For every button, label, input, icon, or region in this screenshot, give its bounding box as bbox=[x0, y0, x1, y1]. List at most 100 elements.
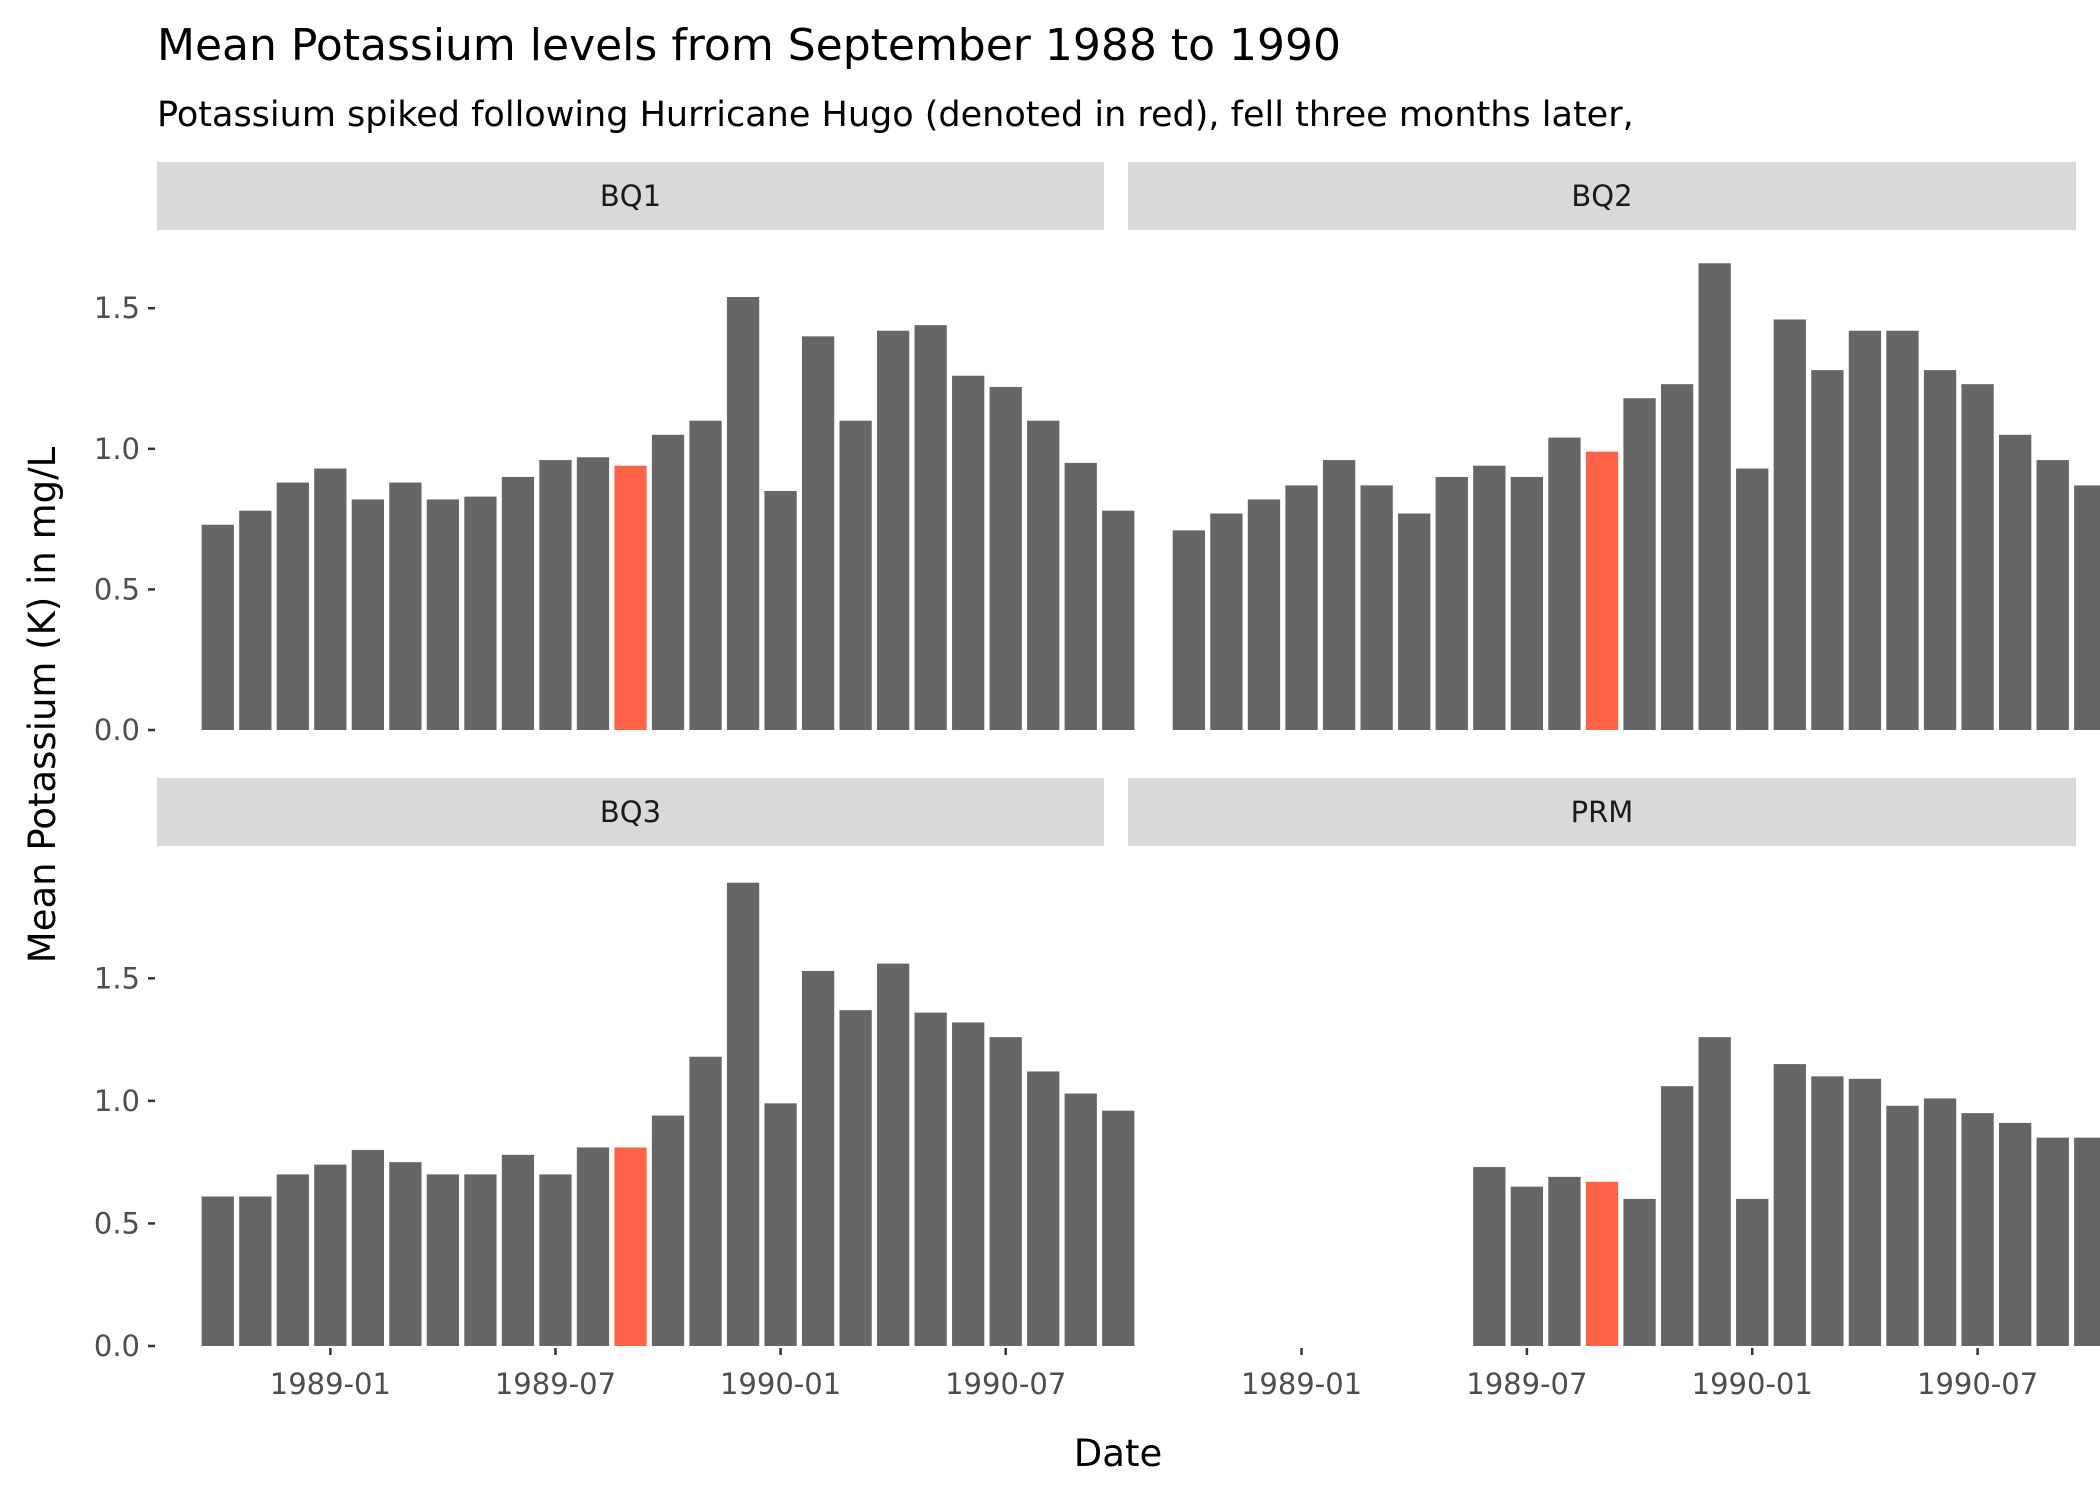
bar-bq3-14 bbox=[726, 882, 760, 1346]
bar-prm-19 bbox=[1886, 1105, 1919, 1346]
bar-bq3-6 bbox=[426, 1174, 460, 1346]
bar-bq3-5 bbox=[389, 1162, 422, 1346]
bar-bq1-4 bbox=[351, 499, 384, 730]
bar-prm-17 bbox=[1811, 1076, 1844, 1346]
bar-bq2-7 bbox=[1435, 476, 1468, 730]
bar-bq3-1 bbox=[239, 1196, 272, 1346]
bar-bq2-4 bbox=[1322, 460, 1356, 730]
bar-bq1-23 bbox=[1064, 462, 1097, 730]
strip-background bbox=[157, 162, 1104, 230]
bar-prm-14 bbox=[1698, 1037, 1731, 1346]
bar-bq1-13 bbox=[689, 420, 722, 730]
bar-bq2-6 bbox=[1398, 513, 1431, 730]
bar-bq1-19 bbox=[914, 325, 947, 730]
bar-bq2-23 bbox=[2036, 460, 2069, 730]
bar-prm-20 bbox=[1923, 1098, 1957, 1346]
bar-bq2-9 bbox=[1510, 476, 1544, 730]
bar-bq1-20 bbox=[952, 375, 985, 730]
bar-bq3-24 bbox=[1102, 1110, 1135, 1346]
strip-background bbox=[157, 778, 1104, 846]
panel-prm: PRM 1989-01 1989-07 1990-01 1990-07 bbox=[1128, 778, 2100, 1401]
bar-bq2-3 bbox=[1285, 485, 1318, 730]
bar-bq1-7 bbox=[464, 496, 497, 730]
y-tick-label: 1.0 bbox=[94, 1084, 140, 1118]
bar-bq3-16 bbox=[801, 970, 835, 1346]
bar-bq3-21 bbox=[989, 1037, 1022, 1346]
bar-bq1-18 bbox=[877, 330, 910, 730]
bar-bq3-12 bbox=[651, 1115, 685, 1346]
bar-bq1-17 bbox=[839, 420, 872, 730]
chart-title: Mean Potassium levels from September 198… bbox=[157, 20, 1341, 71]
y-tick-label: 1.5 bbox=[94, 961, 140, 995]
bar-bq1-1 bbox=[239, 510, 272, 730]
y-tick-label: 0.5 bbox=[94, 1206, 140, 1240]
strip-background bbox=[1128, 162, 2076, 230]
bar-bq2-12 bbox=[1623, 398, 1656, 730]
bar-bq3-7 bbox=[464, 1174, 497, 1346]
bar-bq1-2 bbox=[276, 482, 309, 730]
bar-prm-8 bbox=[1473, 1167, 1506, 1346]
bar-prm-22 bbox=[1999, 1122, 2032, 1346]
bar-bq1-24 bbox=[1102, 510, 1135, 730]
bar-bq3-18 bbox=[877, 963, 910, 1346]
bar-prm-13 bbox=[1660, 1086, 1694, 1346]
bar-bq1-16 bbox=[801, 336, 835, 730]
bar-bq2-5 bbox=[1360, 485, 1393, 730]
bar-prm-11 bbox=[1585, 1181, 1619, 1346]
bar-bq2-2 bbox=[1247, 499, 1281, 730]
bar-bq3-2 bbox=[276, 1174, 309, 1346]
y-tick-label: 1.0 bbox=[94, 432, 140, 466]
bar-bq3-20 bbox=[952, 1022, 985, 1346]
strip-label: BQ2 bbox=[1571, 179, 1632, 213]
bar-bq3-0 bbox=[201, 1196, 234, 1346]
bar-prm-24 bbox=[2074, 1137, 2100, 1346]
bar-bq3-11 bbox=[614, 1147, 647, 1346]
x-tick-label: 1989-01 bbox=[270, 1367, 391, 1401]
x-tick-label: 1989-01 bbox=[1241, 1367, 1362, 1401]
y-tick-label: 0.0 bbox=[94, 713, 140, 747]
bar-prm-10 bbox=[1548, 1176, 1581, 1346]
bar-bq3-10 bbox=[576, 1147, 610, 1346]
bar-bq3-22 bbox=[1027, 1071, 1060, 1346]
bar-bq2-14 bbox=[1698, 263, 1731, 730]
bar-prm-23 bbox=[2036, 1137, 2069, 1346]
bar-bq2-16 bbox=[1773, 319, 1806, 730]
bar-bq1-6 bbox=[426, 499, 460, 730]
bar-bq2-1 bbox=[1210, 513, 1243, 730]
bar-bq3-15 bbox=[764, 1103, 797, 1346]
bar-bq2-8 bbox=[1473, 465, 1506, 730]
panel-bq3: BQ3 0.0 0.5 1.0 1.5 1989-01 1989-07 1990-01 1990… bbox=[94, 778, 1135, 1401]
bar-bq2-21 bbox=[1961, 384, 1994, 730]
panel-bq1: BQ1 0.0 0.5 1.0 1.5 bbox=[94, 162, 1135, 747]
bar-bq1-11 bbox=[614, 465, 647, 730]
bar-bq3-8 bbox=[501, 1154, 535, 1346]
bar-bq2-15 bbox=[1736, 468, 1769, 730]
bar-prm-9 bbox=[1510, 1186, 1544, 1346]
bar-bq2-0 bbox=[1172, 530, 1205, 730]
strip-label: BQ3 bbox=[600, 795, 661, 829]
bar-bq2-22 bbox=[1999, 434, 2032, 730]
bar-bq1-0 bbox=[201, 524, 234, 730]
bar-bq2-13 bbox=[1660, 384, 1694, 730]
x-tick-label: 1990-01 bbox=[720, 1367, 841, 1401]
x-axis-title: Date bbox=[1074, 1432, 1162, 1475]
bar-bq3-23 bbox=[1064, 1093, 1097, 1346]
panels-layer: BQ1 0.0 0.5 1.0 1.5 BQ2 BQ3 0.0 0.5 1.0 1.5 1989-01… bbox=[94, 162, 2100, 1401]
bar-bq1-21 bbox=[989, 386, 1022, 730]
bar-bq1-9 bbox=[539, 460, 572, 730]
bar-prm-16 bbox=[1773, 1064, 1806, 1346]
bar-bq1-10 bbox=[576, 457, 610, 730]
bar-bq3-9 bbox=[539, 1174, 572, 1346]
y-tick-label: 0.0 bbox=[94, 1329, 140, 1363]
bar-bq2-11 bbox=[1585, 451, 1619, 730]
y-tick-label: 0.5 bbox=[94, 572, 140, 606]
strip-label: PRM bbox=[1571, 795, 1634, 829]
strip-label: BQ1 bbox=[600, 179, 661, 213]
x-tick-label: 1989-07 bbox=[495, 1367, 616, 1401]
bar-bq1-8 bbox=[501, 476, 535, 730]
bar-prm-18 bbox=[1848, 1078, 1882, 1346]
x-tick-label: 1990-07 bbox=[945, 1367, 1066, 1401]
strip-background bbox=[1128, 778, 2076, 846]
x-tick-label: 1990-07 bbox=[1917, 1367, 2038, 1401]
